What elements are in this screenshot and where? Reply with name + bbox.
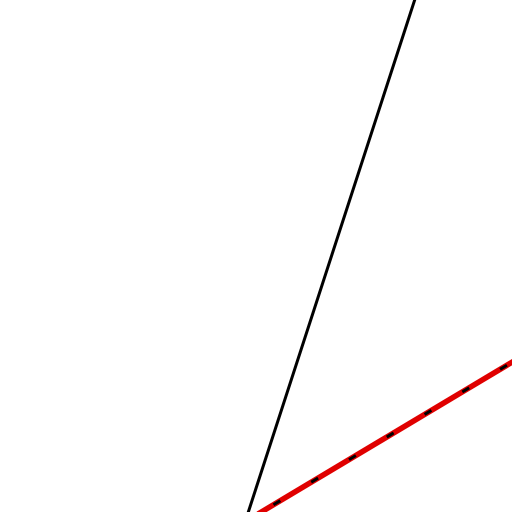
- black-line: [246, 0, 417, 512]
- red-line: [256, 358, 512, 512]
